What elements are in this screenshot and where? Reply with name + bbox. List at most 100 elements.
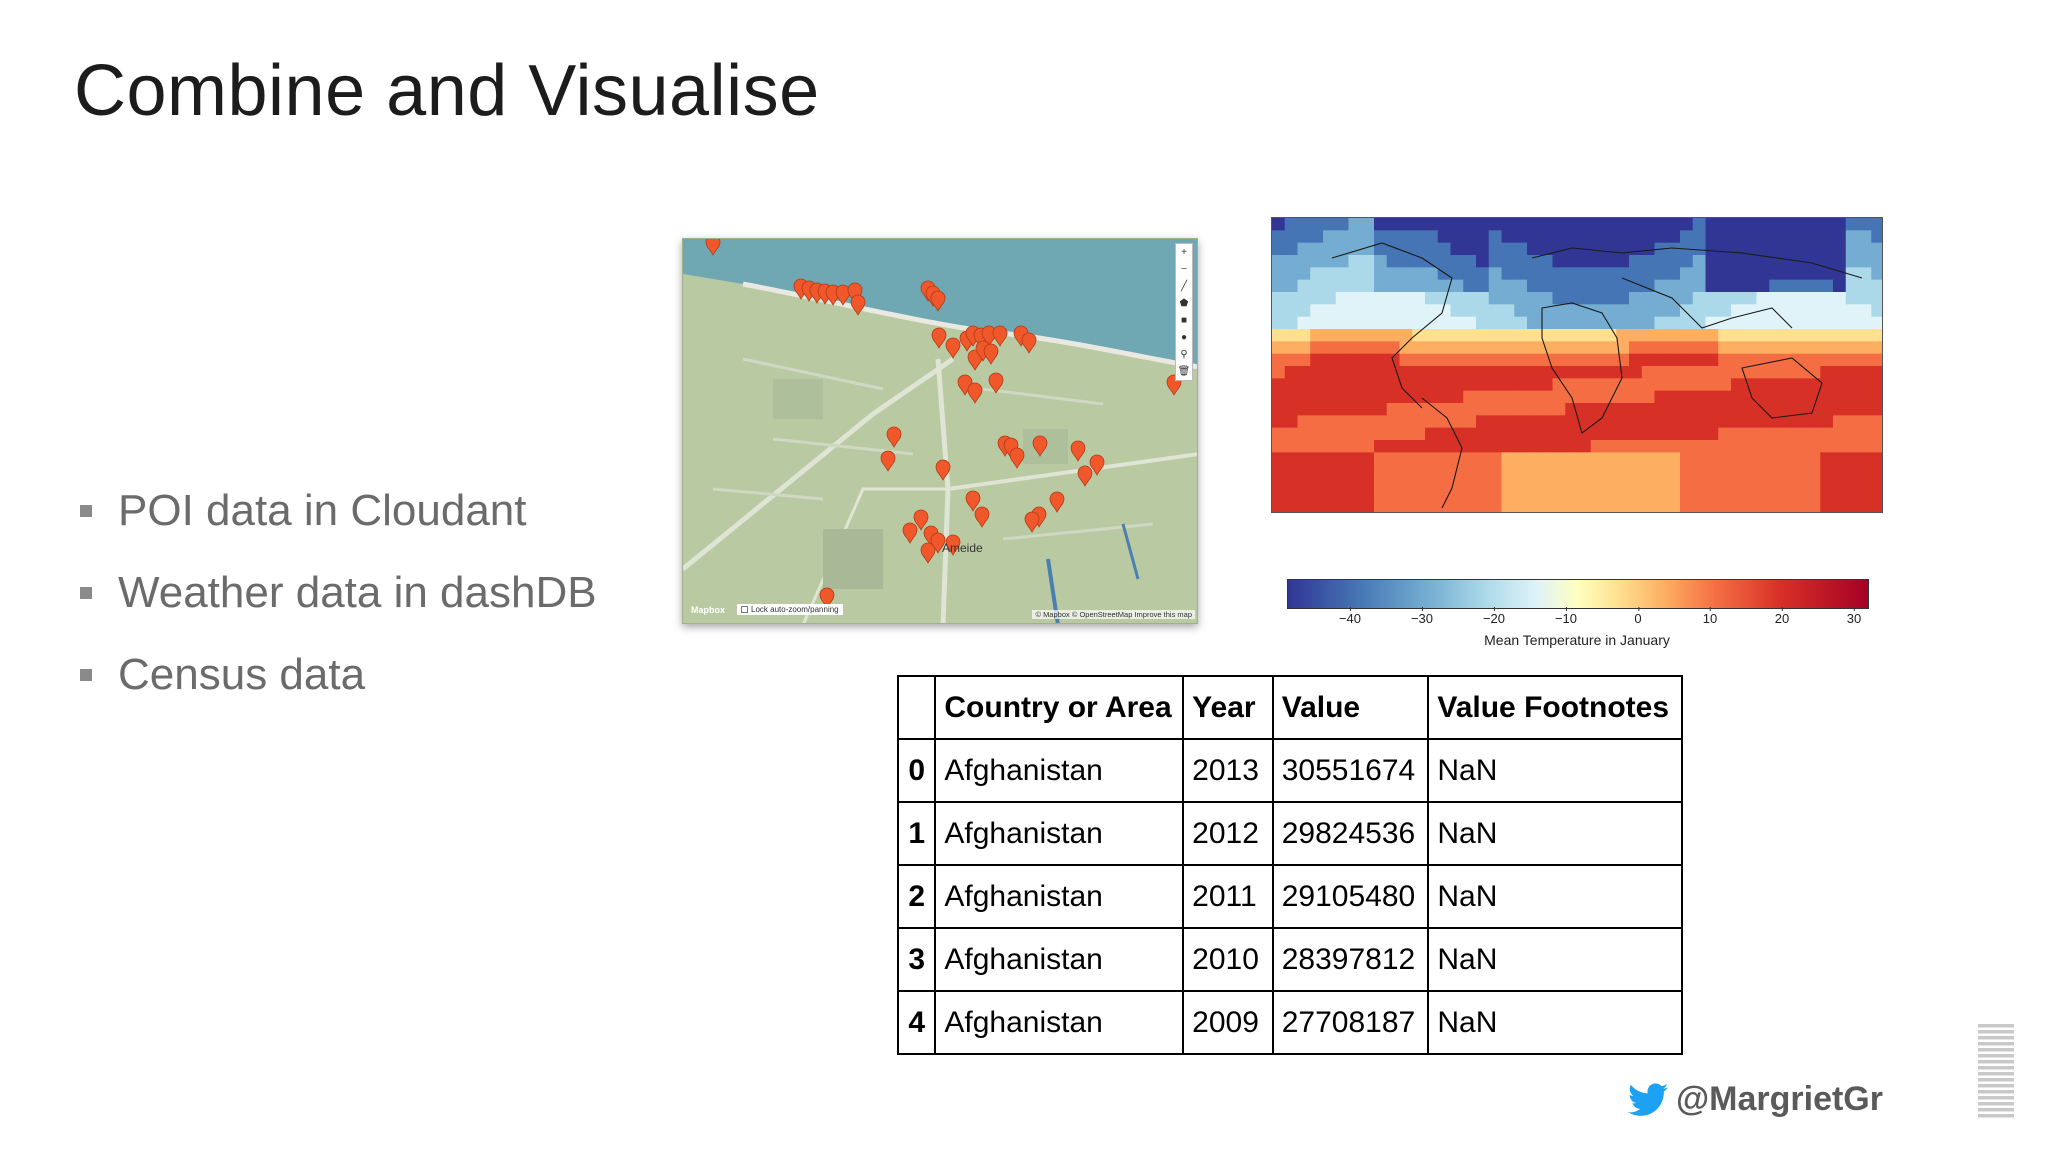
poi-marker-icon[interactable] (983, 343, 999, 365)
heatmap-cell (1284, 304, 1299, 318)
heatmap-cell (1769, 292, 1783, 305)
poi-map[interactable]: + − ╱ ⬟ ■ ● ⚲ 🗑 Ameide Mapbox Lock auto-… (682, 238, 1198, 624)
heatmap-cell (1527, 489, 1541, 503)
heatmap-cell (1348, 440, 1362, 453)
poi-marker-icon[interactable] (967, 382, 983, 404)
heatmap-cell (1833, 329, 1847, 342)
poi-marker-icon[interactable] (988, 372, 1004, 394)
heatmap-cell (1654, 304, 1668, 318)
heatmap-cell (1782, 501, 1796, 512)
heatmap-cell (1641, 390, 1656, 404)
map-canvas[interactable] (683, 239, 1198, 624)
heatmap-cell (1399, 390, 1413, 404)
heatmap-cell (1782, 267, 1796, 281)
map-attribution[interactable]: © Mapbox © OpenStreetMap Improve this ma… (1032, 610, 1195, 619)
heatmap-cell (1641, 477, 1656, 490)
draw-marker-icon[interactable]: ⚲ (1180, 349, 1188, 360)
poi-marker-icon[interactable] (1009, 447, 1025, 469)
heatmap-cell (1335, 501, 1350, 512)
poi-marker-icon[interactable] (930, 290, 946, 312)
poi-marker-icon[interactable] (819, 587, 835, 609)
heatmap-cell (1578, 440, 1592, 453)
heatmap-cell (1284, 378, 1299, 392)
poi-marker-icon[interactable] (935, 459, 951, 481)
heatmap-cell (1769, 304, 1783, 318)
heatmap-cell (1514, 279, 1528, 293)
heatmap-cell (1794, 427, 1809, 441)
poi-marker-icon[interactable] (1021, 332, 1037, 354)
draw-circle-icon[interactable]: ● (1180, 332, 1188, 343)
heatmap-cell (1335, 452, 1350, 466)
poi-marker-icon[interactable] (930, 532, 946, 554)
handle-label[interactable]: @MargrietGr (1676, 1080, 1883, 1118)
heatmap-cell (1514, 316, 1528, 330)
heatmap-cell (1794, 415, 1809, 429)
heatmap-cell (1641, 452, 1656, 466)
heatmap-cell (1641, 403, 1656, 416)
poi-marker-icon[interactable] (981, 325, 997, 347)
poi-marker-icon[interactable] (974, 506, 990, 528)
heatmap-cell (1488, 304, 1503, 318)
heatmap-cell (1284, 366, 1299, 379)
heatmap-cell (1297, 489, 1311, 503)
poi-marker-icon[interactable] (992, 325, 1008, 347)
heatmap-cell (1705, 464, 1719, 478)
checkbox-icon[interactable] (741, 606, 748, 613)
poi-marker-icon[interactable] (1070, 440, 1086, 462)
draw-polygon-icon[interactable]: ⬟ (1179, 298, 1189, 309)
heatmap-cell (1616, 292, 1630, 305)
heatmap-cell (1463, 378, 1477, 392)
poi-marker-icon[interactable] (965, 490, 981, 512)
heatmap-cell (1782, 230, 1796, 244)
heatmap-cell (1425, 255, 1439, 268)
poi-marker-icon[interactable] (1024, 511, 1040, 533)
poi-marker-icon[interactable] (913, 509, 929, 531)
heatmap-cell (1871, 279, 1882, 293)
value-header: Value (1271, 675, 1430, 740)
zoom-in-icon[interactable]: + (1181, 247, 1187, 258)
heatmap-cell (1348, 353, 1362, 367)
poi-marker-icon[interactable] (1049, 491, 1065, 513)
poi-marker-icon[interactable] (945, 337, 961, 359)
heatmap-cell (1858, 279, 1872, 293)
heatmap-cell (1272, 329, 1286, 342)
heatmap-cell (1794, 341, 1809, 355)
heatmap-cell (1616, 415, 1630, 429)
twitter-handle[interactable]: @MargrietGr (1628, 1080, 1883, 1119)
poi-marker-icon[interactable] (1077, 465, 1093, 487)
colorbar-tick-label: 0 (1634, 607, 1642, 626)
poi-marker-icon[interactable] (1032, 435, 1048, 457)
poi-markers[interactable] (705, 239, 1182, 609)
poi-marker-icon[interactable] (902, 522, 918, 544)
poi-marker-icon[interactable] (931, 327, 947, 349)
heatmap-cell (1654, 353, 1668, 367)
poi-marker-icon[interactable] (967, 349, 983, 371)
twitter-bird-icon (1628, 1082, 1668, 1116)
delete-icon[interactable]: 🗑 (1177, 366, 1191, 377)
heatmap-cell (1539, 242, 1554, 256)
poi-marker-icon[interactable] (1089, 454, 1105, 476)
poi-marker-icon[interactable] (880, 450, 896, 472)
heatmap-cell (1603, 403, 1617, 416)
square-bullet-icon (80, 669, 92, 681)
poi-marker-icon[interactable] (886, 426, 902, 448)
heatmap-cell (1769, 489, 1783, 503)
zoom-out-icon[interactable]: − (1181, 264, 1187, 275)
draw-line-icon[interactable]: ╱ (1180, 281, 1188, 292)
heatmap-cell (1692, 304, 1707, 318)
heatmap-cell (1731, 501, 1745, 512)
heatmap-cell (1769, 353, 1783, 367)
lock-zoom-checkbox[interactable]: Lock auto-zoom/panning (737, 604, 843, 615)
poi-marker-icon[interactable] (850, 294, 866, 316)
heatmap-cell (1450, 390, 1464, 404)
poi-marker-icon[interactable] (920, 542, 936, 564)
poi-marker-icon[interactable] (945, 534, 961, 556)
draw-rectangle-icon[interactable]: ■ (1180, 315, 1188, 326)
poi-marker-icon[interactable] (705, 239, 721, 256)
country-cell: Afghanistan (934, 801, 1185, 866)
heatmap-cell (1476, 489, 1490, 503)
heatmap-cell (1603, 366, 1617, 379)
heatmap-cell (1501, 489, 1515, 503)
poi-marker-icon[interactable] (835, 284, 851, 306)
map-toolbar[interactable]: + − ╱ ⬟ ■ ● ⚲ 🗑 (1175, 243, 1193, 381)
